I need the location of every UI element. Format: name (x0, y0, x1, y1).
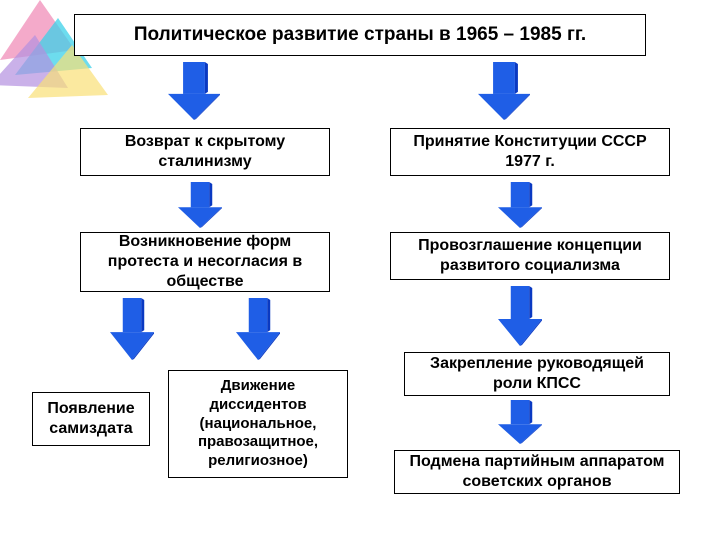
down-arrow-4 (110, 298, 154, 360)
down-arrow-6 (498, 286, 542, 346)
diagram-title: Политическое развитие страны в 1965 – 19… (74, 14, 646, 56)
down-arrow-2 (178, 182, 222, 228)
node-developed-socialism: Провозглашение концепции развитого социа… (390, 232, 670, 280)
down-arrow-7 (498, 400, 542, 444)
down-arrow-0 (168, 62, 220, 120)
node-return-stalinism: Возврат к скрытому сталинизму (80, 128, 330, 176)
down-arrow-5 (236, 298, 280, 360)
down-arrow-1 (478, 62, 530, 120)
node-samizdat: Появление самиздата (32, 392, 150, 446)
node-kpss-role: Закрепление руководящей роли КПСС (404, 352, 670, 396)
node-constitution-1977: Принятие Конституции СССР 1977 г. (390, 128, 670, 176)
node-protest-forms: Возникновение форм протеста и несогласия… (80, 232, 330, 292)
down-arrow-3 (498, 182, 542, 228)
node-dissidents: Движение диссидентов (национальное, прав… (168, 370, 348, 478)
node-substitution: Подмена партийным аппаратом советских ор… (394, 450, 680, 494)
